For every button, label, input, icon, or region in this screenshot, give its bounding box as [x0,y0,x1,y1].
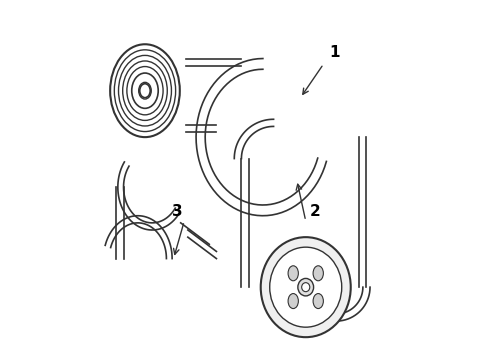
Ellipse shape [261,237,351,337]
Ellipse shape [140,84,150,98]
Ellipse shape [288,293,298,309]
Text: 1: 1 [329,45,340,60]
Text: 2: 2 [309,204,320,219]
Ellipse shape [313,266,323,281]
Ellipse shape [302,283,310,292]
Ellipse shape [298,278,314,296]
Text: 3: 3 [172,204,182,219]
Ellipse shape [270,247,342,327]
Ellipse shape [288,266,298,281]
Ellipse shape [313,293,323,309]
